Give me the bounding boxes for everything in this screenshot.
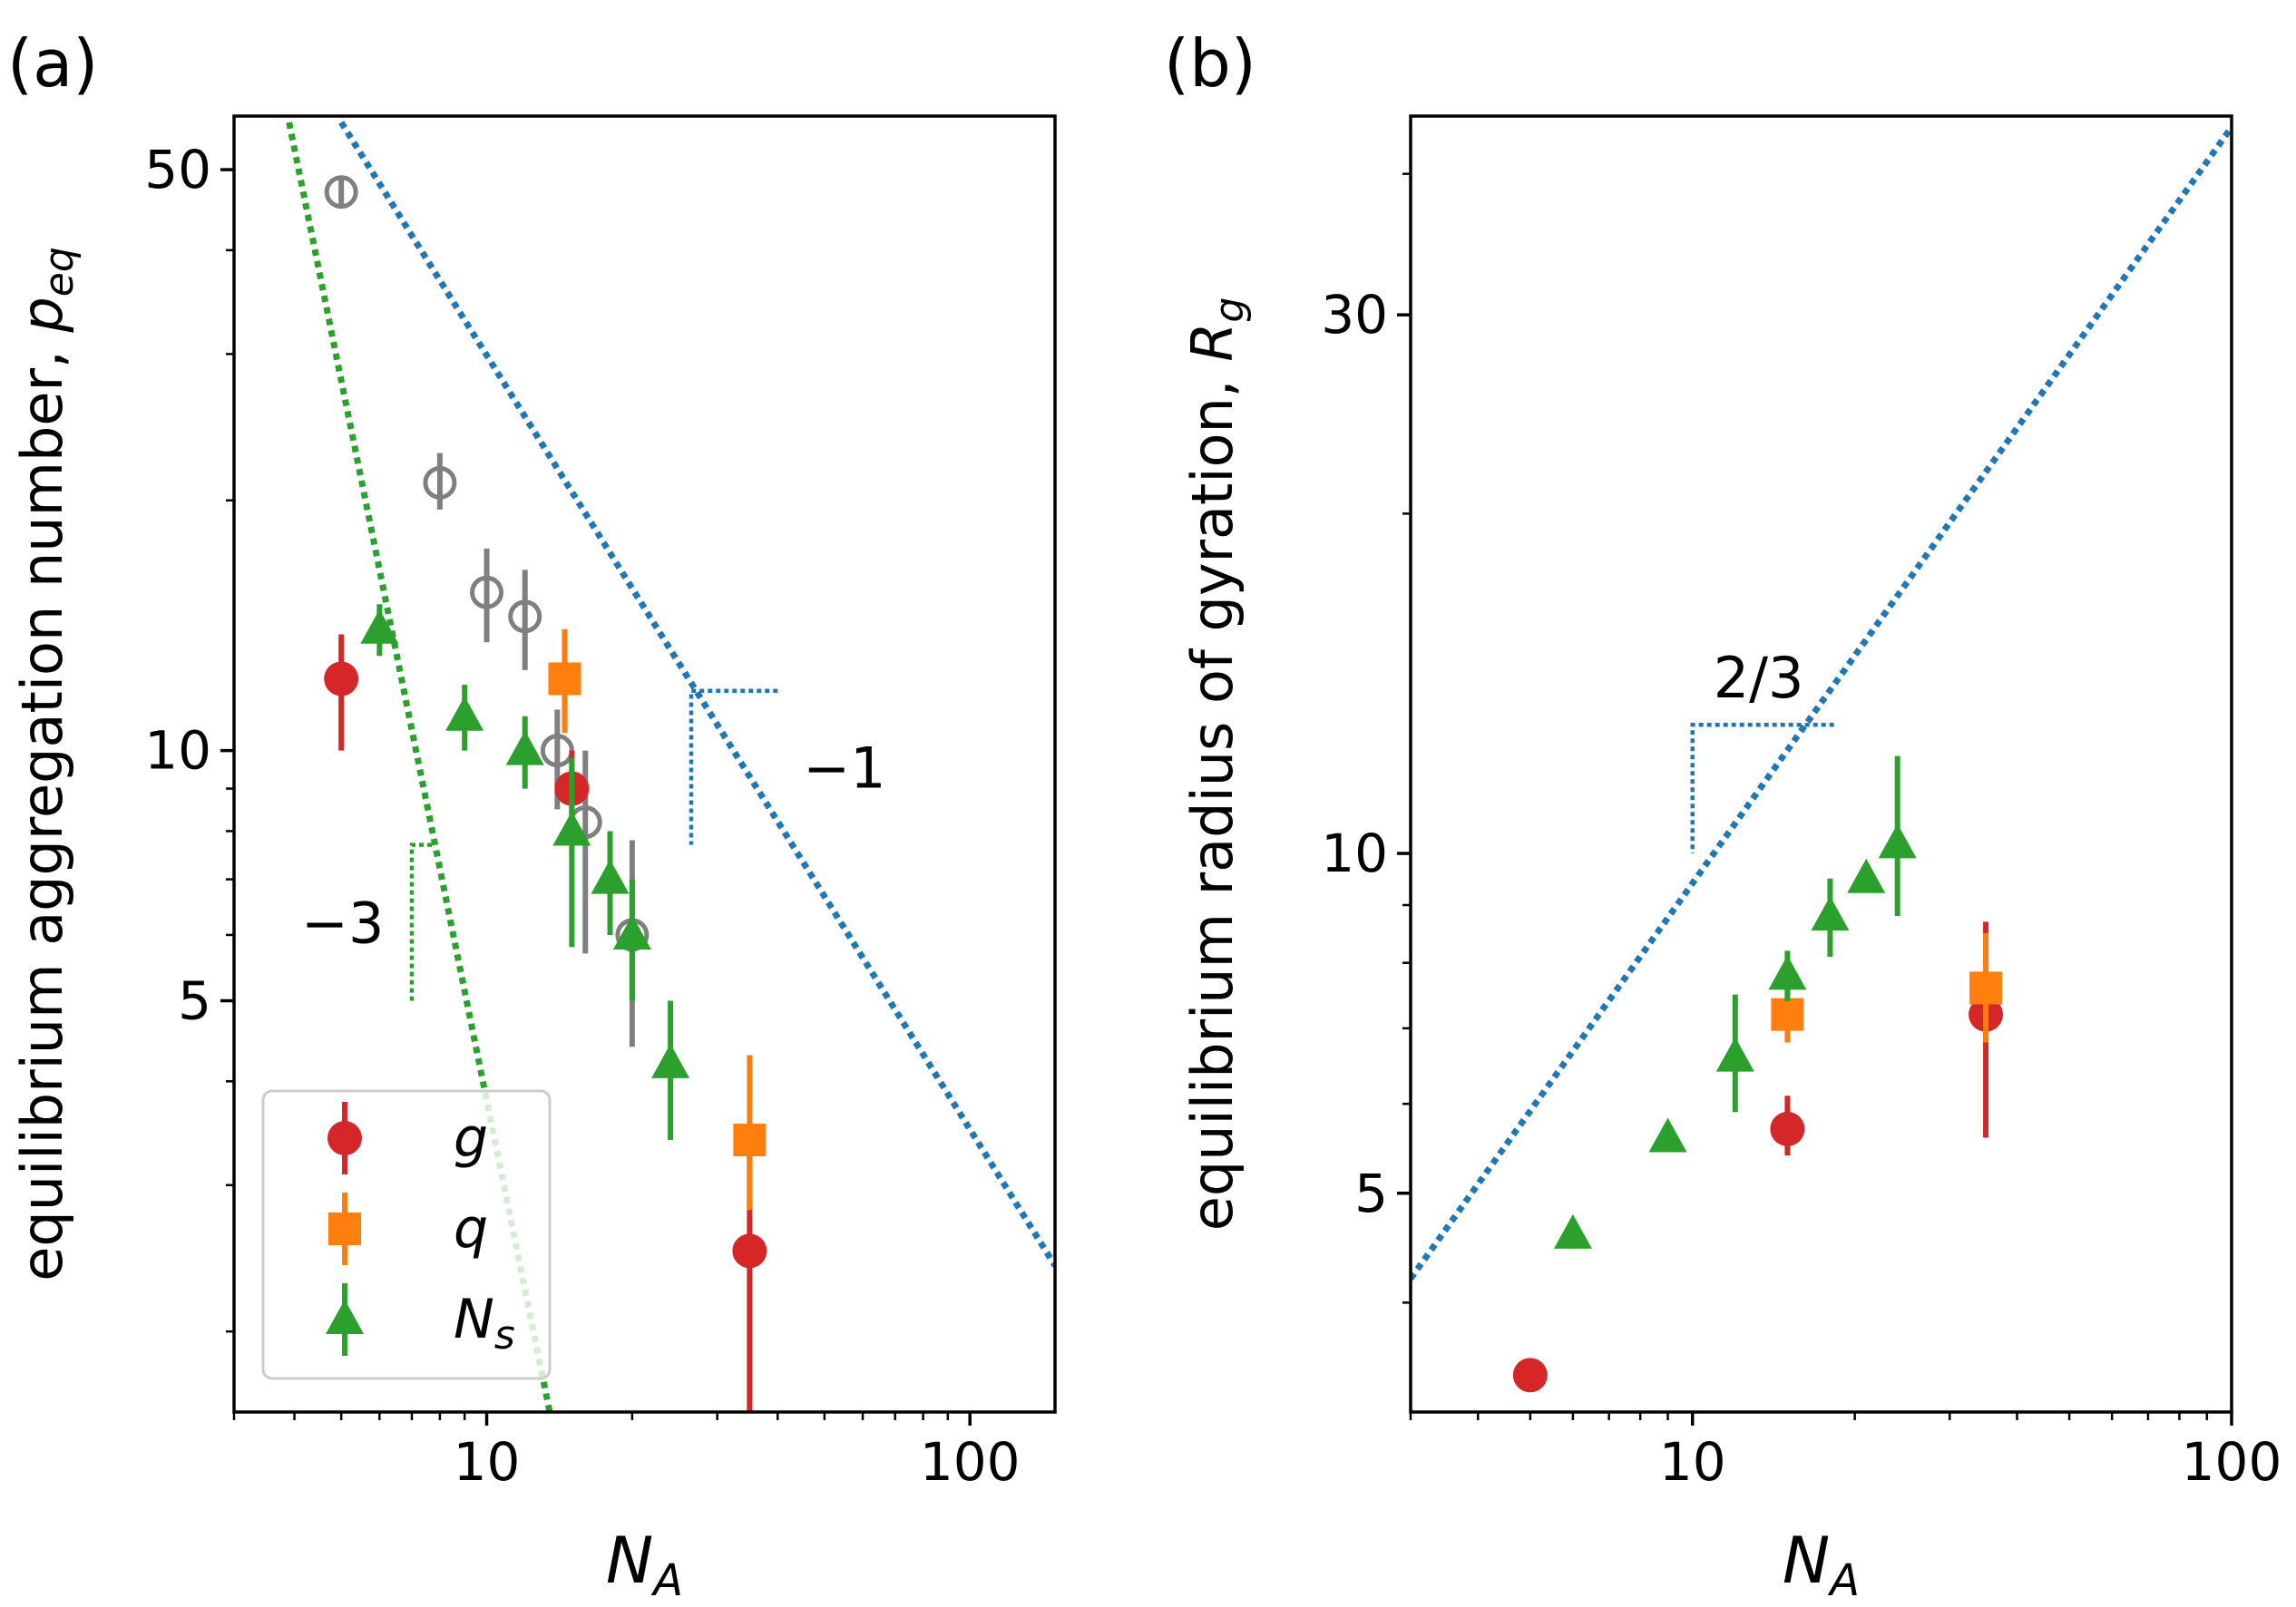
- marker-triangle: [1553, 1213, 1592, 1249]
- marker-triangle: [505, 730, 544, 765]
- slope-triangle: [1690, 722, 1834, 854]
- marker-open-circle: [470, 575, 504, 609]
- marker-triangle: [1648, 1117, 1687, 1153]
- legend-label: g: [454, 1106, 488, 1170]
- slope-label: −1: [803, 735, 885, 802]
- y-tick-label: 5: [1354, 1163, 1388, 1224]
- slope-triangle: [689, 688, 778, 845]
- marker-circle: [327, 1121, 362, 1155]
- slope-label: −3: [301, 891, 384, 957]
- axes-frame: [232, 114, 1057, 1414]
- legend-box: [261, 1089, 552, 1380]
- marker-circle: [1512, 1358, 1548, 1393]
- marker-triangle: [326, 1300, 364, 1334]
- marker-square: [328, 1213, 361, 1245]
- series-Ns: [1553, 755, 1917, 1249]
- y-tick-label: 10: [144, 720, 211, 782]
- marker-square: [548, 662, 581, 696]
- marker-open-circle: [324, 175, 358, 209]
- marker-circle: [324, 661, 359, 696]
- y-axis-label-sub: eq: [36, 247, 83, 297]
- y-axis-label-text: equilibrium radius of gyration,: [1179, 362, 1246, 1232]
- x-axis-label: NA: [1783, 1524, 1860, 1606]
- series-Ns: [360, 604, 690, 1140]
- x-tick-label: 100: [920, 1431, 1021, 1493]
- y-axis-label-sub: g: [1207, 297, 1253, 323]
- plot-area: [1411, 125, 2232, 1393]
- marker-triangle: [1878, 823, 1917, 859]
- marker-circle: [1770, 1111, 1805, 1146]
- axes-frame: [1409, 114, 2233, 1414]
- marker-triangle: [445, 696, 484, 731]
- guide-line-blue: [338, 121, 1055, 1268]
- x-tick-label: 10: [454, 1431, 521, 1493]
- y-axis-label: equilibrium aggregation number, peq: [9, 247, 83, 1281]
- marker-square: [1771, 998, 1804, 1031]
- slope-label: 2/3: [1714, 645, 1804, 711]
- x-tick-label: 100: [2182, 1431, 2282, 1493]
- x-axis-label-sub: A: [650, 1555, 683, 1606]
- marker-square: [1969, 971, 2003, 1005]
- marker-triangle: [1847, 858, 1886, 893]
- marker-open-circle: [423, 465, 457, 500]
- marker-triangle: [552, 811, 591, 846]
- marker-triangle: [1715, 1037, 1754, 1072]
- marker-circle: [732, 1233, 767, 1269]
- marker-triangle: [612, 914, 651, 950]
- panel-b-chart: 2/3 10 100 5 10 30 NA equilibrium radius of gyr…: [1164, 25, 2281, 1606]
- y-tick-label: 30: [1321, 284, 1388, 346]
- panel-a-chart: −1 −3 10 100 5 10 50 NA equilibrium aggregation …: [7, 25, 1057, 1606]
- panel-label: (a): [7, 25, 98, 102]
- legend-label: q: [454, 1197, 488, 1261]
- y-tick-label: 5: [178, 970, 211, 1032]
- series-g: [1512, 921, 2004, 1393]
- marker-open-circle: [508, 599, 542, 634]
- y-tick-label: 50: [144, 139, 211, 200]
- marker-triangle: [591, 859, 630, 894]
- y-axis-label-var: p: [9, 297, 75, 333]
- y-axis-label: equilibrium radius of gyration, Rg: [1179, 297, 1253, 1232]
- marker-triangle: [651, 1043, 690, 1078]
- marker-triangle: [1811, 896, 1850, 931]
- y-axis-label-text: equilibrium aggregation number,: [9, 333, 75, 1281]
- series-q: [548, 628, 767, 1211]
- marker-triangle: [1768, 955, 1807, 990]
- y-tick-label: 10: [1321, 823, 1388, 884]
- y-axis-label-var: R: [1179, 323, 1246, 362]
- x-axis-label: NA: [606, 1524, 683, 1606]
- guide-line-blue: [1411, 125, 2232, 1281]
- marker-triangle: [360, 609, 399, 644]
- series-q: [1771, 932, 2003, 1043]
- slope-triangle: [409, 842, 433, 1001]
- x-axis-label-sub: A: [1827, 1555, 1860, 1606]
- legend-label-sub: s: [494, 1312, 515, 1359]
- marker-square: [733, 1123, 767, 1156]
- panel-label: (b): [1164, 25, 1256, 102]
- x-tick-label: 10: [1659, 1431, 1726, 1493]
